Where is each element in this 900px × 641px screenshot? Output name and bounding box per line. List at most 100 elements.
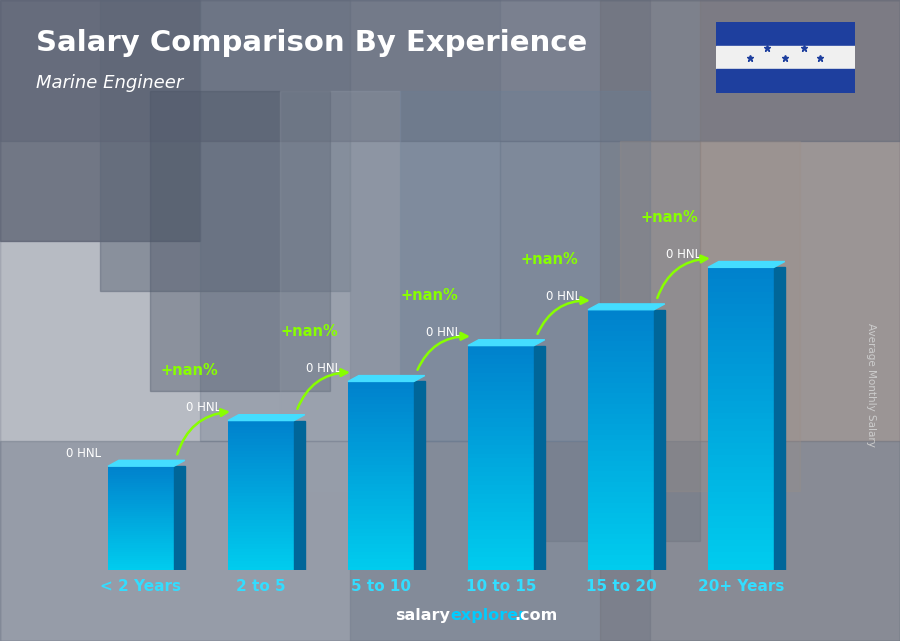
Bar <box>468 417 534 422</box>
Bar <box>708 486 774 492</box>
Bar <box>108 541 174 544</box>
Bar <box>468 359 534 363</box>
Bar <box>348 445 414 449</box>
Bar <box>588 471 654 477</box>
Bar <box>468 390 534 395</box>
Bar <box>588 326 654 331</box>
Bar <box>708 310 774 316</box>
Bar <box>108 544 174 545</box>
Text: +nan%: +nan% <box>400 288 458 303</box>
Text: 0 HNL: 0 HNL <box>545 290 580 303</box>
Bar <box>588 435 654 440</box>
Bar <box>588 560 654 565</box>
Bar <box>348 540 414 544</box>
Bar <box>468 354 534 359</box>
Bar <box>708 467 774 474</box>
Text: 0 HNL: 0 HNL <box>66 447 101 460</box>
Bar <box>708 540 774 546</box>
Bar <box>588 419 654 424</box>
Bar <box>588 565 654 570</box>
Bar <box>348 381 414 385</box>
Bar <box>348 521 414 525</box>
Bar <box>348 544 414 548</box>
Bar <box>708 322 774 328</box>
Bar <box>468 562 534 566</box>
Bar <box>108 547 174 549</box>
Bar <box>0 441 900 641</box>
Bar <box>200 0 500 441</box>
Bar <box>708 522 774 528</box>
Bar <box>108 506 174 508</box>
Bar <box>348 461 414 465</box>
Bar <box>228 447 294 451</box>
Bar <box>100 0 350 291</box>
Bar <box>228 478 294 481</box>
Bar <box>108 535 174 537</box>
Bar <box>468 404 534 408</box>
Bar <box>228 474 294 478</box>
Bar <box>348 499 414 503</box>
Text: salary: salary <box>395 608 450 623</box>
Text: +nan%: +nan% <box>520 253 578 267</box>
Bar <box>588 383 654 388</box>
Bar <box>588 451 654 456</box>
Bar <box>228 420 294 424</box>
Bar <box>708 297 774 304</box>
Bar <box>348 469 414 472</box>
Bar <box>348 537 414 540</box>
Bar <box>708 479 774 486</box>
Bar <box>108 545 174 547</box>
Bar <box>468 431 534 435</box>
Bar <box>108 539 174 541</box>
Bar <box>228 469 294 472</box>
Bar <box>468 440 534 445</box>
Bar <box>708 340 774 346</box>
Bar <box>708 528 774 534</box>
Bar <box>588 508 654 513</box>
Bar <box>708 449 774 455</box>
Bar <box>708 285 774 292</box>
Bar <box>348 449 414 453</box>
Bar <box>228 544 294 547</box>
Bar <box>348 552 414 555</box>
Bar <box>348 442 414 445</box>
Bar <box>600 0 900 641</box>
Bar <box>588 477 654 482</box>
Bar <box>468 535 534 539</box>
Bar <box>348 548 414 552</box>
Text: +nan%: +nan% <box>160 363 218 378</box>
Bar <box>348 389 414 393</box>
Bar <box>108 556 174 558</box>
Bar <box>468 485 534 490</box>
Bar <box>228 499 294 501</box>
Bar <box>468 548 534 553</box>
Polygon shape <box>534 345 544 570</box>
Bar <box>588 404 654 409</box>
Bar <box>708 407 774 413</box>
Bar <box>228 442 294 445</box>
Bar <box>228 487 294 490</box>
Bar <box>228 456 294 460</box>
Text: Salary Comparison By Experience: Salary Comparison By Experience <box>36 29 587 57</box>
Bar <box>708 353 774 358</box>
Polygon shape <box>654 310 665 570</box>
Polygon shape <box>774 267 785 570</box>
Polygon shape <box>228 415 305 420</box>
Bar <box>708 316 774 322</box>
Bar <box>348 393 414 397</box>
Bar <box>708 370 774 376</box>
Text: +nan%: +nan% <box>640 210 698 225</box>
Bar <box>588 524 654 529</box>
Bar <box>228 531 294 535</box>
Bar <box>228 556 294 558</box>
Bar <box>708 516 774 522</box>
Bar <box>108 537 174 539</box>
Bar <box>588 513 654 519</box>
Bar <box>108 560 174 562</box>
Bar <box>228 483 294 487</box>
Bar <box>716 46 855 69</box>
Bar <box>228 526 294 529</box>
Bar <box>708 437 774 443</box>
Bar <box>588 539 654 544</box>
Bar <box>468 345 534 350</box>
